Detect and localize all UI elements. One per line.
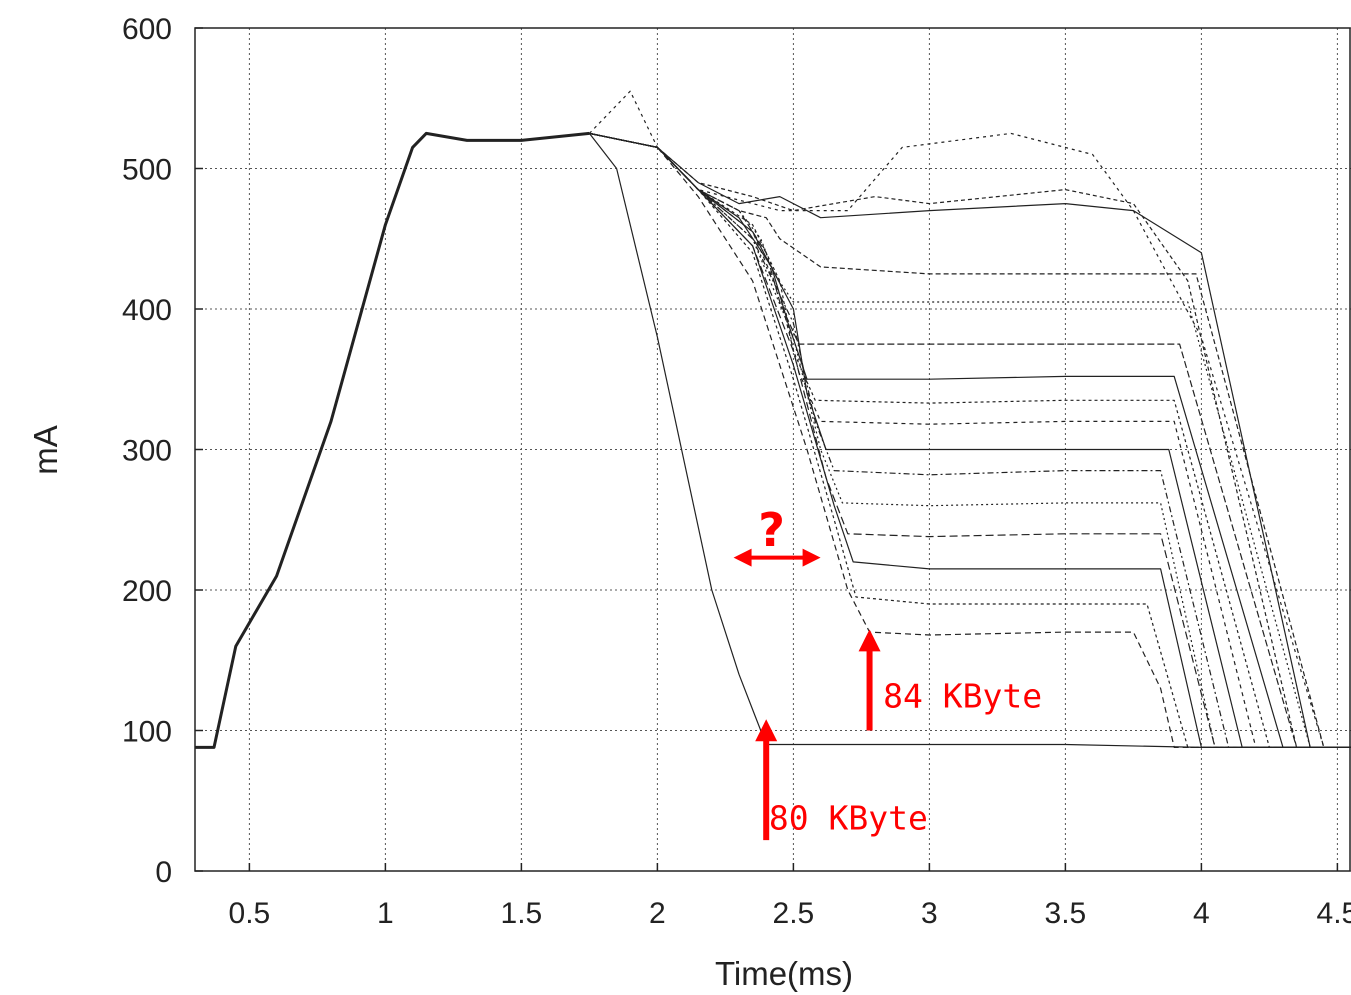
x-tick-label: 4 [1193, 897, 1210, 930]
series-line [589, 132, 1351, 749]
annotations: 84 KByte 80 KByte? [733, 503, 1042, 841]
y-tick-label: 300 [122, 435, 172, 468]
x-tick-label: 1 [377, 897, 394, 930]
x-axis: 0.5 1 1.5 2 2.5 3 3.5 4 4.5 [229, 863, 1351, 930]
series-line [589, 132, 1351, 749]
y-tick-label: 400 [122, 294, 172, 327]
common-rise-line [195, 131, 590, 749]
x-tick-label: 0.5 [229, 897, 271, 930]
annotation-arrow-head [755, 719, 778, 742]
series-line [588, 90, 1351, 749]
series-line [589, 132, 1351, 749]
series-line [589, 132, 1351, 749]
x-tick-label: 2.5 [773, 897, 815, 930]
x-tick-label: 3.5 [1045, 897, 1087, 930]
series-line [589, 132, 1351, 749]
annotation-label: ? [758, 503, 785, 557]
series-line [589, 132, 1351, 749]
y-tick-label: 500 [122, 154, 172, 187]
y-tick-label: 0 [155, 856, 172, 889]
series-line [589, 132, 1351, 749]
annotation-label: 84 KByte [883, 676, 1042, 715]
series-line [588, 133, 1351, 749]
annotation-label: 80 KByte [769, 799, 928, 838]
y-tick-label: 600 [122, 13, 172, 46]
series-line [589, 132, 1351, 749]
x-axis-title: Time(ms) [715, 955, 853, 992]
plot-lines [195, 90, 1351, 749]
y-axis-title: mA [27, 425, 64, 475]
series-line [589, 132, 1351, 749]
annotation-double-arrow-left-head [733, 548, 752, 567]
series-line [589, 132, 1351, 749]
x-tick-label: 2 [649, 897, 666, 930]
annotation-arrow-head [858, 629, 881, 652]
series-line [589, 132, 1351, 749]
x-tick-label: 4.5 [1317, 897, 1351, 930]
y-tick-label: 200 [122, 575, 172, 608]
series-line [589, 132, 1351, 749]
y-tick-label: 100 [122, 716, 172, 749]
x-tick-label: 3 [921, 897, 938, 930]
series-line [589, 132, 1351, 749]
annotation-double-arrow-right-head [802, 548, 821, 567]
series-line [589, 132, 1351, 749]
series-line [589, 132, 1351, 749]
x-tick-label: 1.5 [501, 897, 543, 930]
y-axis: 0 100 200 300 400 500 600 [122, 13, 203, 889]
